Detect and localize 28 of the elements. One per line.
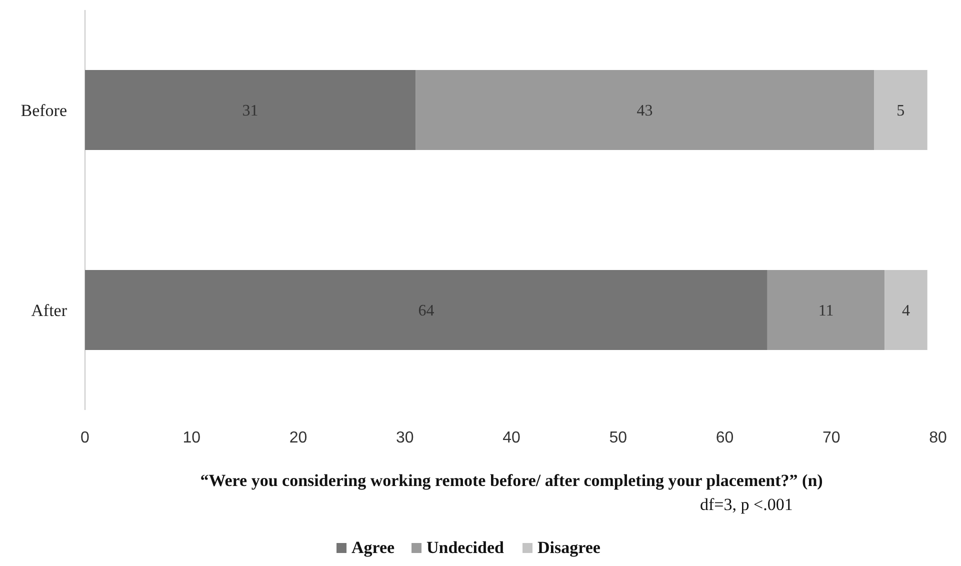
x-tick-label: 50 — [609, 430, 628, 447]
data-label: 64 — [418, 302, 434, 320]
bar — [85, 270, 768, 350]
legend-label: Undecided — [426, 538, 504, 557]
x-tick-label: 0 — [80, 430, 90, 447]
bar — [767, 270, 885, 350]
x-tick-label: 60 — [716, 430, 734, 447]
legend-label: Disagree — [538, 538, 601, 557]
text: df=3, p <.001 — [700, 495, 793, 514]
legend-label: Agree — [352, 538, 396, 557]
data-label: 5 — [896, 102, 905, 120]
x-tick-label: 70 — [822, 430, 840, 447]
x-tick-label: 30 — [396, 430, 414, 447]
y-tick-label: Before — [20, 100, 67, 120]
x-tick-label: 10 — [182, 430, 201, 447]
y-tick-label: After — [31, 300, 68, 320]
data-label: 31 — [242, 102, 258, 120]
bar — [85, 70, 416, 150]
data-label: 4 — [902, 302, 910, 320]
x-tick-label: 80 — [929, 430, 947, 447]
data-label: 43 — [636, 102, 653, 120]
bar — [874, 70, 928, 150]
bar — [884, 270, 928, 350]
data-label: 11 — [818, 302, 834, 320]
x-tick-label: 20 — [289, 430, 308, 447]
x-axis-title: “Were you considering working remote before/ after completing your placement?” (n) — [200, 471, 823, 490]
x-tick-label: 40 — [502, 430, 520, 447]
bar — [416, 70, 874, 150]
